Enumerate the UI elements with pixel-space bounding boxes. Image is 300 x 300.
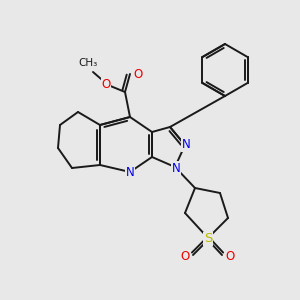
Text: N: N [172, 161, 180, 175]
Text: O: O [180, 250, 190, 262]
Text: O: O [101, 77, 111, 91]
Text: O: O [225, 250, 235, 262]
Text: N: N [182, 139, 190, 152]
Text: O: O [134, 68, 142, 80]
Text: CH₃: CH₃ [78, 58, 98, 68]
Text: S: S [204, 232, 212, 245]
Text: N: N [126, 167, 134, 179]
